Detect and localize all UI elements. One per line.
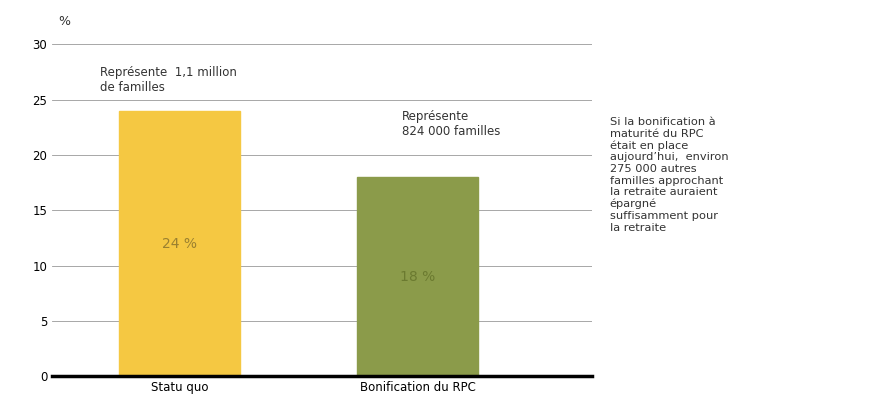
Text: 24 %: 24 %: [162, 237, 197, 250]
Text: Si la bonification à
maturité du RPC
était en place
aujourd’hui,  environ
275 00: Si la bonification à maturité du RPC éta…: [610, 117, 728, 233]
Text: Représente
824 000 familles: Représente 824 000 familles: [402, 110, 500, 138]
Bar: [119, 111, 240, 376]
Bar: [357, 177, 478, 376]
Text: %: %: [58, 15, 71, 28]
Text: 18 %: 18 %: [400, 270, 436, 284]
Text: Représente  1,1 million
de familles: Représente 1,1 million de familles: [100, 66, 237, 94]
